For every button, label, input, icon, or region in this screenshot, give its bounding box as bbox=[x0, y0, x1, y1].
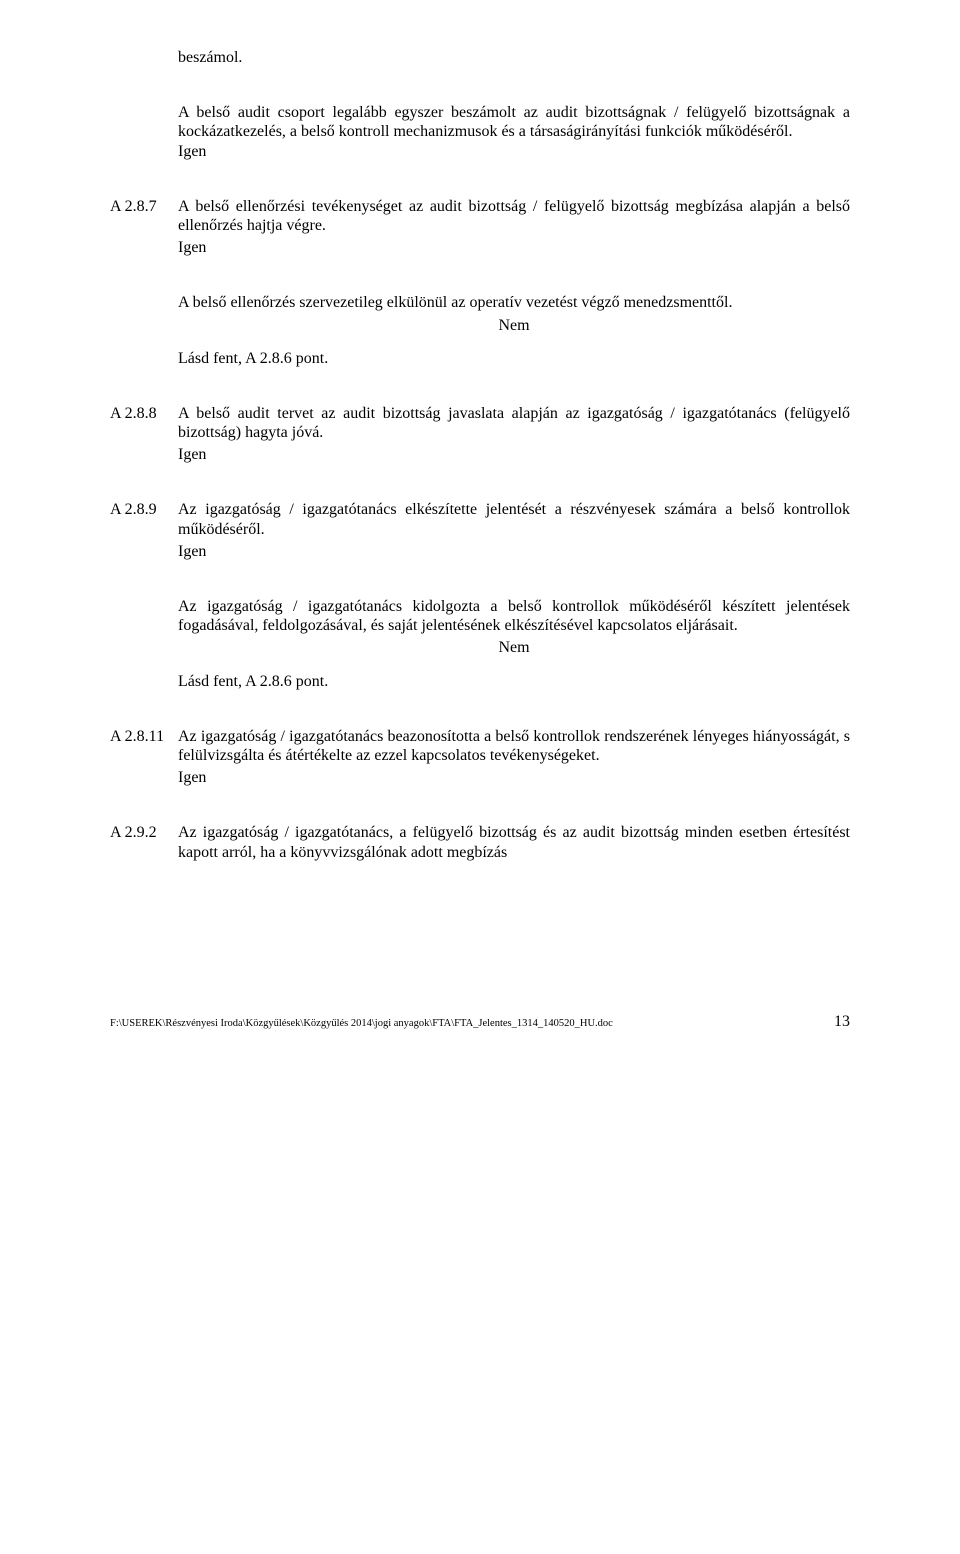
opening-answer: Igen bbox=[178, 142, 850, 161]
midblock2-text: Az igazgatóság / igazgatótanács kidolgoz… bbox=[178, 597, 850, 635]
entry-answer: Igen bbox=[178, 542, 850, 561]
entry-id: A 2.8.7 bbox=[110, 197, 178, 216]
entry-a292: A 2.9.2 Az igazgatóság / igazgatótanács,… bbox=[110, 823, 850, 861]
page-footer: F:\USEREK\Részvényesi Iroda\Közgyűlések\… bbox=[110, 1012, 850, 1031]
entry-text: Az igazgatóság / igazgatótanács, a felüg… bbox=[178, 823, 850, 861]
entry-id: A 2.8.11 bbox=[110, 727, 178, 746]
opening-paragraph: A belső audit csoport legalább egyszer b… bbox=[178, 103, 850, 141]
entry-text: Az igazgatóság / igazgatótanács beazonos… bbox=[178, 727, 850, 765]
midblock2-ref: Lásd fent, A 2.8.6 pont. bbox=[178, 672, 850, 691]
footer-path: F:\USEREK\Részvényesi Iroda\Közgyűlések\… bbox=[110, 1018, 613, 1031]
entry-answer: Igen bbox=[178, 445, 850, 464]
footer-page-number: 13 bbox=[834, 1012, 850, 1031]
entry-a2811: A 2.8.11 Az igazgatóság / igazgatótanács… bbox=[110, 727, 850, 788]
entry-id: A 2.8.8 bbox=[110, 404, 178, 423]
entry-text: A belső audit tervet az audit bizottság … bbox=[178, 404, 850, 442]
midblock1-text: A belső ellenőrzés szervezetileg elkülön… bbox=[178, 293, 850, 312]
entry-a287: A 2.8.7 A belső ellenőrzési tevékenysége… bbox=[110, 197, 850, 258]
entry-id: A 2.9.2 bbox=[110, 823, 178, 842]
midblock2-answer: Nem bbox=[178, 638, 850, 657]
entry-text: Az igazgatóság / igazgatótanács elkészít… bbox=[178, 500, 850, 538]
entry-answer: Igen bbox=[178, 238, 850, 257]
entry-id: A 2.8.9 bbox=[110, 500, 178, 519]
entry-a289: A 2.8.9 Az igazgatóság / igazgatótanács … bbox=[110, 500, 850, 561]
entry-answer: Igen bbox=[178, 768, 850, 787]
entry-a288: A 2.8.8 A belső audit tervet az audit bi… bbox=[110, 404, 850, 465]
entry-text: A belső ellenőrzési tevékenységet az aud… bbox=[178, 197, 850, 235]
midblock1-answer: Nem bbox=[178, 316, 850, 335]
midblock1-ref: Lásd fent, A 2.8.6 pont. bbox=[178, 349, 850, 368]
opening-lead: beszámol. bbox=[178, 48, 850, 67]
